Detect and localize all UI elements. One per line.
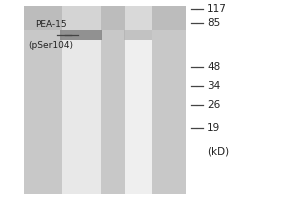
Text: 26: 26	[207, 100, 220, 110]
Text: 34: 34	[207, 81, 220, 91]
Bar	[24, 6, 186, 30]
Bar	[24, 6, 186, 194]
Text: 48: 48	[207, 62, 220, 72]
Text: (pSer104): (pSer104)	[28, 41, 74, 50]
Text: 117: 117	[207, 4, 227, 14]
Bar	[124, 6, 152, 194]
Bar	[124, 30, 152, 40]
Bar	[60, 30, 102, 40]
Text: 19: 19	[207, 123, 220, 133]
Text: (kD): (kD)	[207, 147, 229, 157]
Bar	[61, 6, 100, 194]
Text: PEA-15: PEA-15	[35, 20, 67, 29]
Text: 85: 85	[207, 18, 220, 28]
